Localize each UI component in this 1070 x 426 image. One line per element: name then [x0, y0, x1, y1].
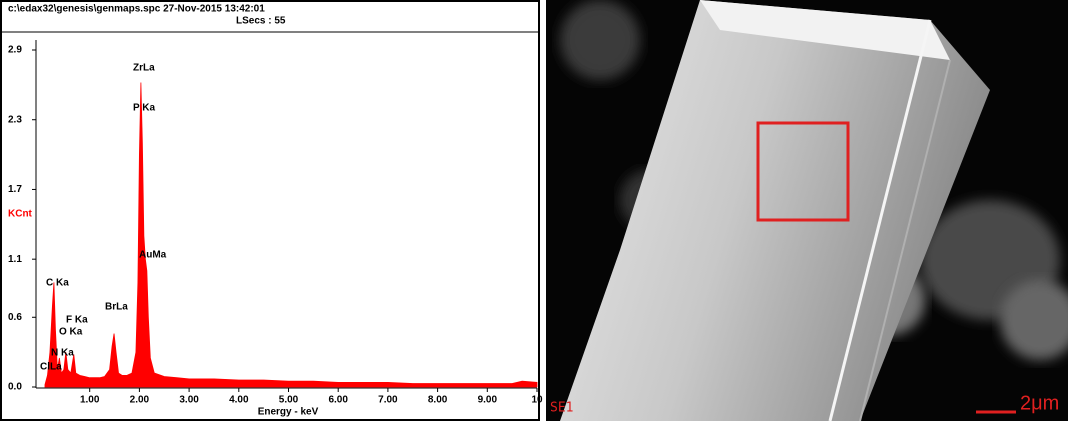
- screenshot: c:\edax32\genesis\genmaps.spc 27-Nov-201…: [0, 0, 1070, 421]
- y-tick-label: 1.1: [8, 254, 22, 265]
- y-tick-label: 0.6: [8, 312, 22, 323]
- y-tick-label: 2.9: [8, 45, 22, 56]
- peak-label: F Ka: [66, 315, 88, 326]
- x-tick-label: 4.00: [229, 395, 249, 406]
- peak-label: BrLa: [105, 302, 128, 313]
- peak-label: ClLa: [40, 362, 62, 373]
- x-tick-label: 1.00: [80, 395, 100, 406]
- page: {"chart_data": {"type": "area", "title":…: [0, 0, 1070, 421]
- y-axis-label: KCnt: [8, 209, 33, 220]
- x-tick-label: 7.00: [378, 395, 398, 406]
- peak-label: ZrLa: [133, 63, 155, 74]
- header-title: c:\edax32\genesis\genmaps.spc 27-Nov-201…: [8, 4, 265, 15]
- x-tick-label: 2.00: [130, 395, 150, 406]
- sem-image: [546, 0, 1070, 421]
- spectrum-frame: [1, 1, 539, 420]
- scale-bar-label: 2μm: [1020, 392, 1059, 414]
- peak-label: AuMa: [139, 250, 167, 261]
- peak-label: N Ka: [51, 348, 74, 359]
- x-tick-label: 10: [531, 395, 543, 406]
- y-tick-label: 1.7: [8, 184, 22, 195]
- x-tick-label: 5.00: [279, 395, 299, 406]
- image-label: SE1: [550, 401, 573, 416]
- x-tick-label: 9.00: [478, 395, 498, 406]
- peak-label: O Ka: [59, 327, 83, 338]
- y-tick-label: 2.3: [8, 114, 22, 125]
- peak-label: P Ka: [133, 103, 155, 114]
- x-tick-label: 8.00: [428, 395, 448, 406]
- header-subtitle: LSecs : 55: [236, 16, 286, 27]
- x-tick-label: 3.00: [179, 395, 199, 406]
- x-axis-label: Energy - keV: [258, 407, 319, 418]
- x-tick-label: 6.00: [328, 395, 348, 406]
- y-tick-label: 0.0: [8, 382, 22, 393]
- peak-label: C Ka: [46, 278, 69, 289]
